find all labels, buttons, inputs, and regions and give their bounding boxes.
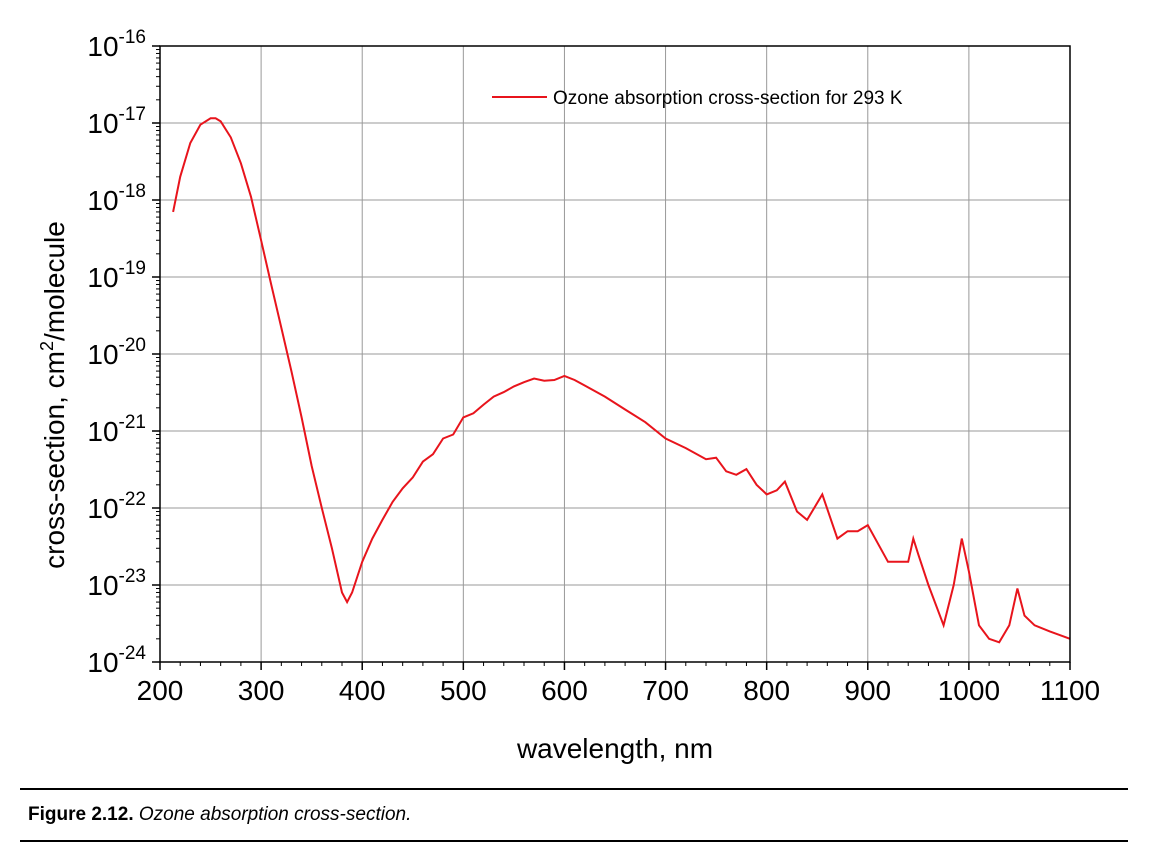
y-tick-label: 10-24 (87, 643, 146, 678)
ozone-chart: 200 300 400 500 600 700 800 900 1000 1100 10-1610… (37, 27, 1100, 764)
x-tick-label: 400 (339, 675, 386, 706)
y-tick-label: 10-20 (87, 335, 146, 370)
x-tick-label: 600 (541, 675, 588, 706)
x-axis-label: wavelength, nm (516, 733, 713, 764)
x-tick-labels: 200 300 400 500 600 700 800 900 1000 1100 (137, 675, 1100, 706)
y-tick-label: 10-23 (87, 566, 146, 601)
y-axis-label: cross-section, cm2/molecule (37, 221, 70, 569)
caption-text: Ozone absorption cross-section. (138, 804, 412, 825)
y-tick-label: 10-19 (87, 258, 146, 293)
x-tick-label: 700 (642, 675, 689, 706)
y-tick-label: 10-22 (87, 489, 146, 524)
caption-bottom-rule (20, 840, 1128, 842)
figure-caption: Figure 2.12. Ozone absorption cross-sect… (28, 804, 411, 826)
y-tick-label: 10-16 (87, 27, 146, 62)
series-line (172, 117, 1071, 644)
x-tick-label: 1000 (938, 675, 1000, 706)
legend: Ozone absorption cross-section for 293 K (492, 88, 903, 109)
plot-frame (159, 45, 1071, 663)
y-axis-label-sup: 2 (37, 341, 57, 351)
x-tick-label: 900 (844, 675, 891, 706)
y-tick-label: 10-18 (87, 181, 146, 216)
legend-label: Ozone absorption cross-section for 293 K (553, 88, 903, 109)
y-tick-label: 10-17 (87, 104, 146, 139)
y-axis-label-post: /molecule (39, 221, 70, 341)
x-tick-label: 300 (238, 675, 285, 706)
y-tick-labels: 10-16 10-17 10-18 10-19 10-20 10-21 10-22 10-23… (87, 27, 146, 678)
y-tick-label: 10-21 (87, 412, 146, 447)
caption-label: Figure 2.12. (28, 804, 134, 825)
x-tick-label: 1100 (1040, 675, 1100, 706)
caption-top-rule (20, 788, 1128, 790)
y-axis-label-pre: cross-section, cm (39, 351, 70, 569)
grid-lines (152, 45, 1071, 670)
x-tick-label: 800 (743, 675, 790, 706)
x-tick-label: 200 (137, 675, 184, 706)
minor-ticks (156, 49, 1051, 666)
x-tick-label: 500 (440, 675, 487, 706)
